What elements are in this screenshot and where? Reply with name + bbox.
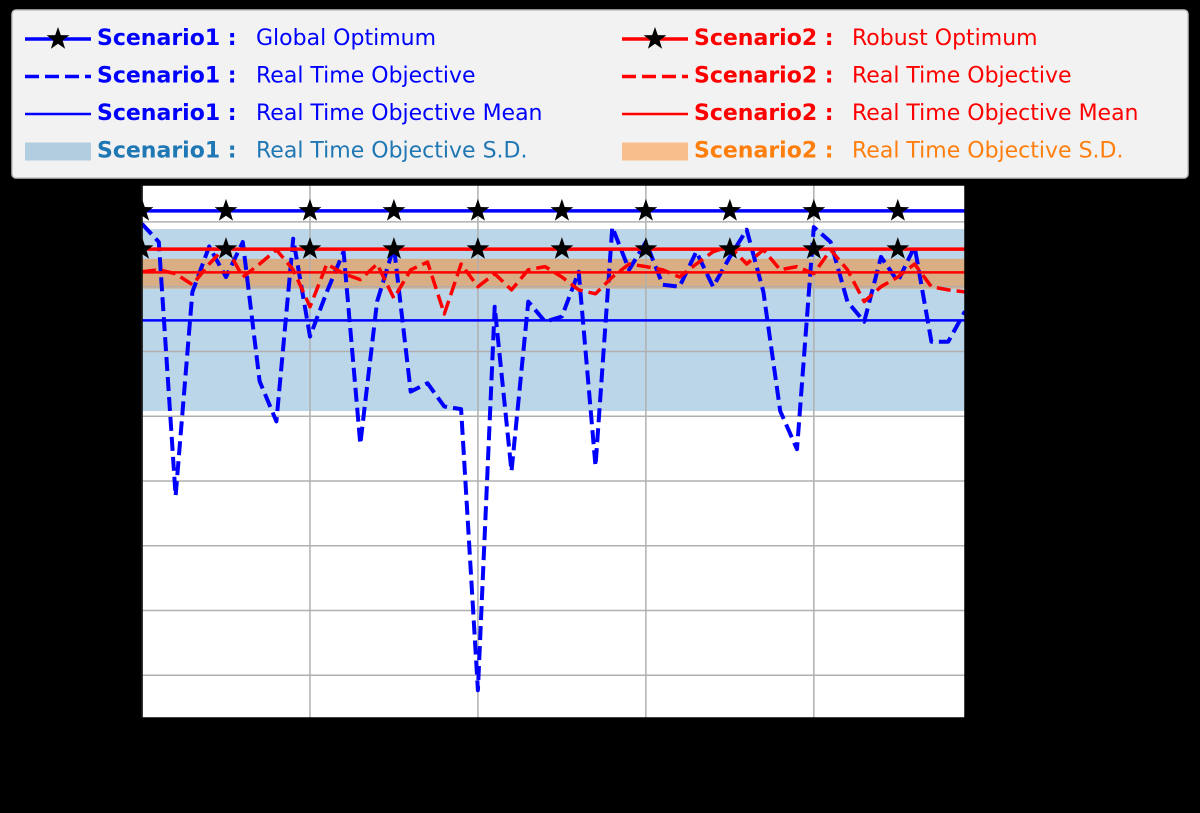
legend-swatch [622, 142, 688, 161]
star-marker [718, 198, 742, 221]
star-marker [634, 237, 658, 259]
legend-scenario: Scenario1 : [97, 26, 237, 51]
star-marker [802, 237, 826, 259]
star-marker [466, 237, 490, 259]
star-marker [634, 198, 658, 221]
sd-band [142, 258, 965, 289]
star-marker [298, 237, 322, 259]
legend-label: Real Time Objective Mean [852, 101, 1139, 126]
legend-scenario: Scenario2 : [694, 26, 834, 51]
legend: Scenario1 : Global Optimum Scenario1 : Real… [25, 26, 1139, 164]
star-marker [382, 237, 406, 259]
star-marker [718, 237, 742, 259]
star-marker [382, 198, 406, 221]
legend-label: Real Time Objective S.D. [852, 139, 1123, 164]
legend-label: Real Time Objective [256, 64, 476, 89]
legend-scenario: Scenario1 : [97, 139, 237, 164]
objective-line [142, 244, 965, 316]
legend-box [11, 9, 1189, 179]
star-marker [550, 237, 574, 259]
star-marker [886, 198, 910, 221]
legend-label: Real Time Objective [852, 64, 1072, 89]
star-marker [298, 198, 322, 221]
legend-scenario: Scenario2 : [694, 139, 834, 164]
legend-scenario: Scenario2 : [694, 101, 834, 126]
legend-label: Robust Optimum [852, 26, 1038, 51]
legend-swatch [25, 142, 91, 161]
legend-scenario: Scenario2 : [694, 64, 834, 89]
star-marker [550, 198, 574, 221]
legend-label: Global Optimum [256, 26, 436, 51]
star-marker [886, 237, 910, 259]
legend-label: Real Time Objective Mean [256, 101, 543, 126]
legend-scenario: Scenario1 : [97, 64, 237, 89]
legend-label: Real Time Objective S.D. [256, 139, 527, 164]
legend-star [643, 27, 667, 49]
star-marker [214, 198, 238, 221]
plot-frame [141, 184, 966, 719]
objective-line [142, 222, 965, 693]
star-marker [466, 198, 490, 221]
star-marker [802, 198, 826, 221]
plot-area [142, 185, 965, 718]
star-marker [214, 237, 238, 259]
legend-star [46, 27, 70, 49]
series-lines [142, 209, 965, 693]
legend-scenario: Scenario1 : [97, 101, 237, 126]
